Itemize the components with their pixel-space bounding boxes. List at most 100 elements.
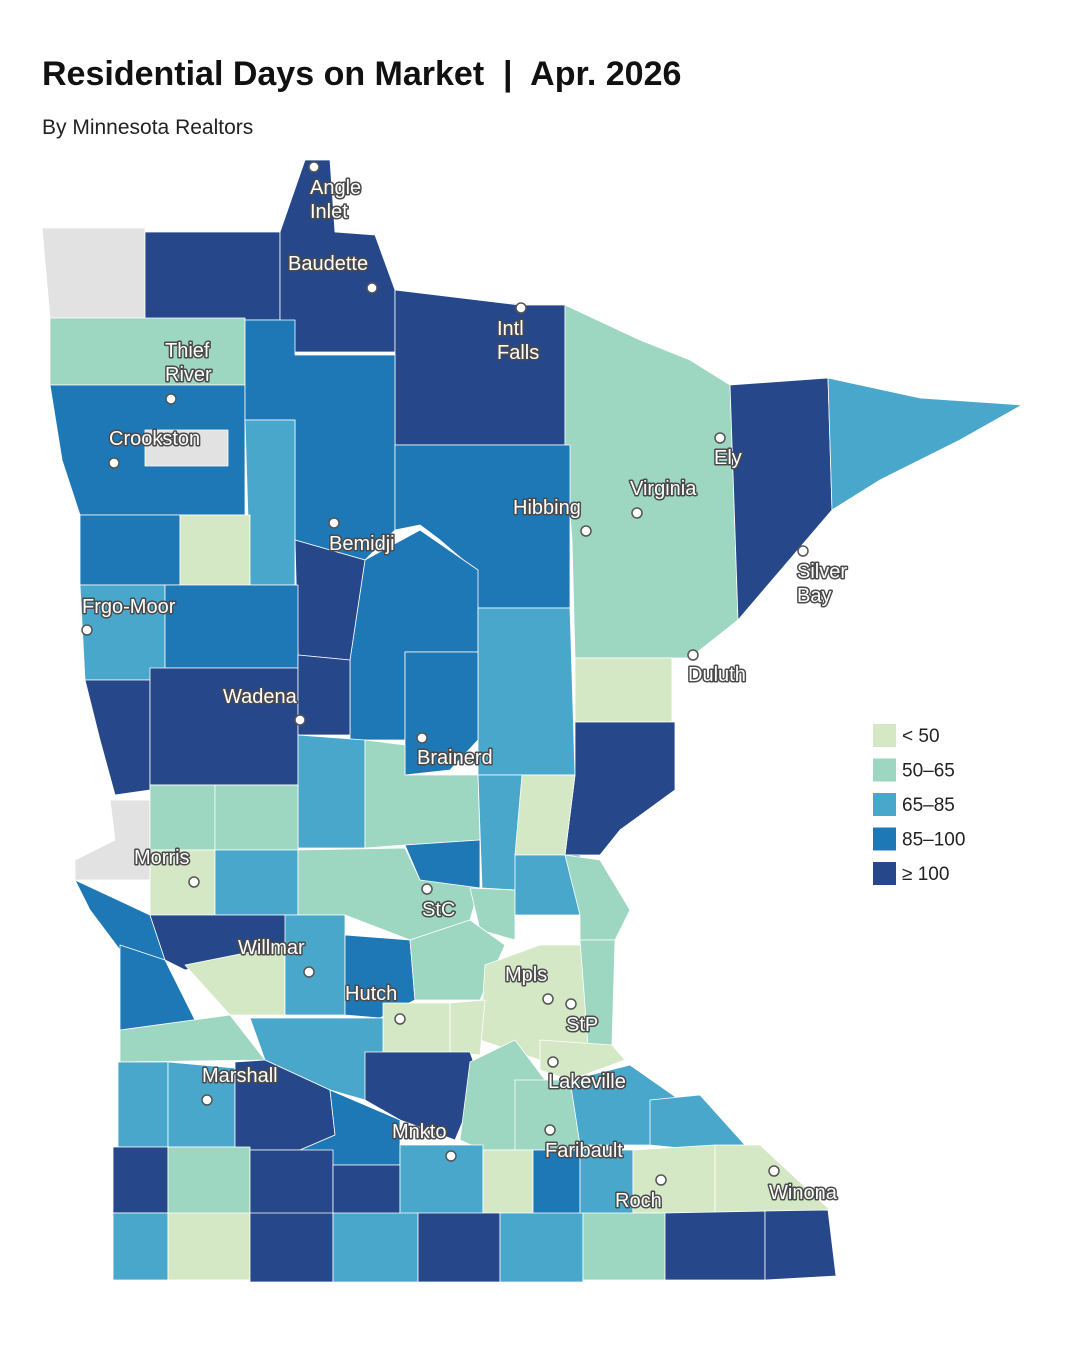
city-label: Mpls	[505, 964, 547, 986]
city-dot	[445, 1150, 457, 1162]
city-dot	[542, 993, 554, 1005]
city-dot	[366, 282, 378, 294]
county	[482, 1149, 534, 1216]
legend-swatch	[873, 793, 896, 816]
city-label: Virginia	[630, 478, 697, 500]
city-dot	[687, 649, 699, 661]
county	[394, 289, 566, 446]
city-dot	[655, 1174, 667, 1186]
city-dot	[768, 1165, 780, 1177]
county	[167, 1146, 251, 1216]
city-dot	[515, 302, 527, 314]
county	[117, 1061, 169, 1148]
legend-label: ≥ 100	[902, 864, 949, 885]
city-label: StP	[566, 1014, 598, 1036]
county	[469, 887, 516, 941]
city-label: Inlet	[310, 201, 348, 223]
county	[249, 1149, 334, 1216]
city-label: Mnkto	[392, 1121, 446, 1143]
county	[84, 679, 151, 796]
legend-label: 50–65	[902, 761, 955, 782]
city-dot	[544, 1124, 556, 1136]
county	[144, 231, 281, 321]
city-dot	[394, 1013, 406, 1025]
city-label: Hibbing	[513, 497, 581, 519]
city-label: Winona	[769, 1182, 838, 1204]
legend-swatch	[873, 758, 896, 782]
city-dot	[328, 517, 340, 529]
county	[649, 1094, 746, 1151]
county	[764, 1209, 837, 1281]
city-label: Crookston	[109, 428, 200, 450]
city-dot	[416, 732, 428, 744]
county	[399, 1144, 484, 1216]
county	[827, 377, 1023, 511]
city-label: Frgo-Moor	[82, 596, 176, 618]
city-label: StC	[422, 899, 455, 921]
city-label: Baudette	[288, 253, 368, 275]
city-dot	[797, 545, 809, 557]
county	[79, 514, 181, 586]
county	[112, 1146, 169, 1214]
county	[214, 784, 299, 851]
county	[574, 657, 673, 723]
city-dot	[547, 1056, 559, 1068]
county	[714, 1144, 831, 1214]
city-label: Brainerd	[417, 747, 493, 769]
city-dot	[421, 883, 433, 895]
legend-swatch	[873, 724, 896, 747]
county	[149, 784, 216, 851]
city-label: Willmar	[238, 937, 305, 959]
subtitle: By Minnesota Realtors	[42, 116, 253, 139]
city-dot	[631, 507, 643, 519]
county	[449, 999, 486, 1056]
county	[297, 734, 366, 849]
city-dot	[165, 393, 177, 405]
county	[249, 1212, 334, 1283]
county	[244, 419, 296, 586]
county	[332, 1212, 419, 1283]
county	[664, 1210, 766, 1281]
city-dot	[108, 457, 120, 469]
legend-label: 85–100	[902, 830, 965, 851]
city-label: Roch	[615, 1190, 662, 1212]
city-label: Bay	[797, 585, 831, 607]
city-label: Wadena	[223, 686, 298, 708]
county	[382, 1002, 451, 1053]
county	[297, 654, 351, 736]
legend-label: 65–85	[902, 795, 955, 816]
city-dot	[303, 966, 315, 978]
county	[729, 377, 833, 621]
county	[417, 1212, 501, 1283]
county	[364, 1051, 481, 1141]
county	[214, 849, 299, 916]
county	[564, 721, 676, 856]
city-label: Bemidji	[329, 533, 395, 555]
city-dot	[714, 432, 726, 444]
city-dot	[565, 998, 577, 1010]
city-label: Lakeville	[548, 1071, 626, 1093]
legend-label: < 50	[902, 726, 940, 747]
county	[144, 429, 229, 467]
city-label: Faribault	[545, 1140, 623, 1162]
city-label: Ely	[714, 447, 742, 469]
city-dot	[81, 624, 93, 636]
title: Residential Days on Market | Apr. 2026	[42, 55, 681, 93]
legend-swatch	[873, 862, 896, 885]
county	[179, 514, 251, 586]
county	[49, 317, 246, 386]
city-dot	[580, 525, 592, 537]
city-label: Angle	[310, 177, 361, 199]
county	[582, 1212, 666, 1281]
county	[499, 1212, 584, 1283]
city-dot	[188, 876, 200, 888]
city-label: Intl	[497, 318, 524, 340]
city-dot	[201, 1094, 213, 1106]
legend: < 50 50–65 65–85 85–100 ≥ 100	[873, 724, 965, 885]
county	[514, 774, 576, 856]
county	[332, 1164, 401, 1216]
county	[112, 1212, 169, 1281]
county	[284, 914, 346, 1016]
